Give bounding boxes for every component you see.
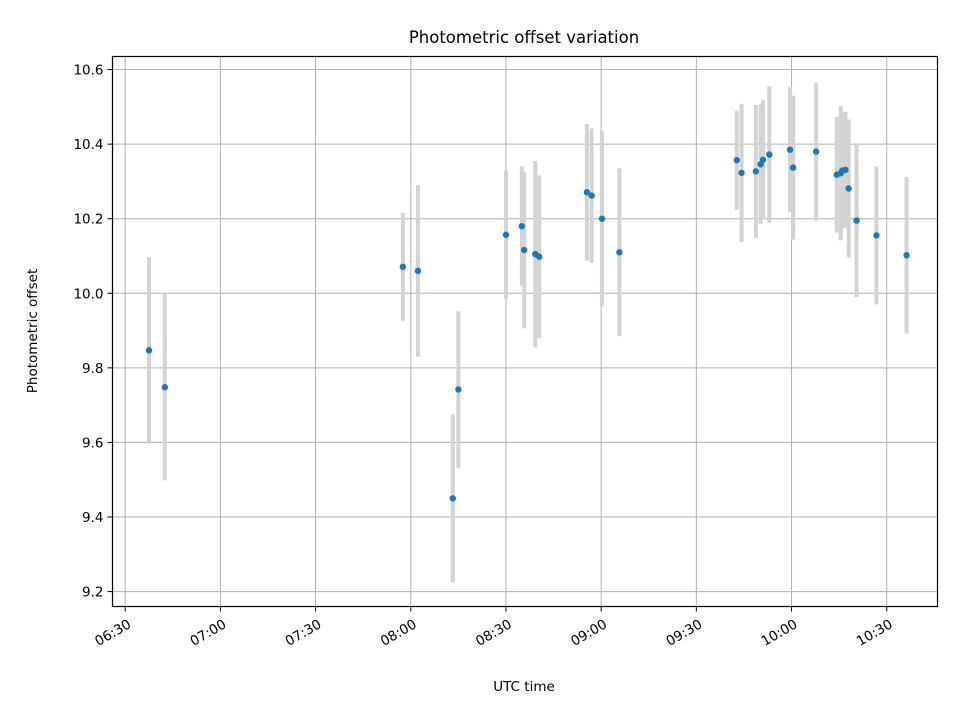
y-axis-label: Photometric offset [25,269,41,393]
x-tick-label: 09:00 [568,616,610,649]
x-tick-label: 08:00 [378,616,420,649]
y-axis-ticks: 9.2 9.4 9.6 9.8 10.0 10.2 10.4 10.6 [73,63,113,601]
y-tick-label: 10.6 [73,63,103,79]
y-tick-label: 10.4 [73,137,103,153]
data-point [161,384,169,391]
data-point [518,222,526,230]
data-point [733,156,741,164]
data-point [399,263,407,271]
chart-title: Photometric offset variation [409,28,639,47]
data-point [842,166,849,174]
error-bars [146,82,909,583]
data-point [873,232,880,239]
x-tick-label: 09:30 [663,616,705,649]
data-point [812,148,820,155]
data-point [766,151,773,158]
x-axis-label: UTC time [493,679,555,695]
data-point [853,217,860,224]
data-point [521,246,528,254]
data-point [752,168,760,175]
x-tick-label: 08:30 [473,616,515,649]
data-point [536,253,543,260]
data-point [786,146,794,153]
data-points [145,146,910,502]
data-point [583,189,591,196]
data-point [588,192,595,199]
data-point [145,347,153,354]
data-point [845,185,852,192]
y-tick-label: 9.6 [82,435,103,451]
x-axis-ticks: 06:30 07:00 07:30 08:00 08:30 09:00 09:30 10:00… [92,606,896,650]
y-tick-label: 10.0 [73,286,103,302]
y-tick-label: 9.4 [82,510,103,526]
data-point [449,495,457,502]
data-point [598,215,606,222]
x-tick-label: 10:30 [854,616,896,649]
data-point [414,267,422,275]
data-point [789,164,797,171]
x-tick-label: 07:30 [283,616,325,649]
grid [112,56,938,607]
data-point [738,169,745,177]
plot-frame [111,55,939,608]
data-point [759,156,767,163]
x-tick-label: 07:00 [187,616,229,649]
data-point [502,231,510,238]
data-point [616,249,623,256]
y-tick-label: 9.8 [82,361,103,377]
x-tick-label: 06:30 [92,616,134,649]
y-tick-label: 9.2 [82,585,103,601]
data-point [903,252,910,259]
x-tick-label: 10:00 [759,616,801,649]
data-point [455,386,462,393]
y-tick-label: 10.2 [73,212,103,228]
